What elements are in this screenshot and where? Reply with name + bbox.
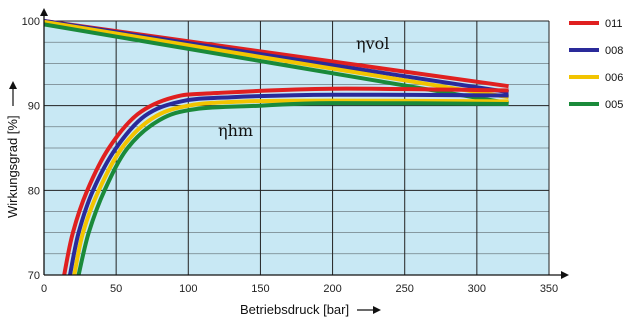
y-axis-arrow [40,8,48,16]
y-tick-label: 100 [22,16,40,28]
series-layer [43,19,509,276]
x-axis-arrow [561,271,569,279]
y-axis-title-arrow [9,81,17,106]
axes [40,8,569,279]
x-tick-label: 100 [179,283,197,295]
legend-label-005: 005 [605,99,623,111]
x-axis-title-arrow [357,306,381,314]
series-006-hm-line [72,98,509,276]
x-tick-label: 200 [323,283,341,295]
legend: 011 008 006 005 [569,18,623,111]
x-tick-label: 150 [251,283,269,295]
y-tick-label: 80 [28,185,40,197]
annotation-eta-hm: ηhm [218,121,253,140]
x-tick-label: 0 [41,283,47,295]
tick-labels: 0 50 100 150 200 250 300 350 70 80 90 100 [22,16,559,295]
x-tick-label: 250 [396,283,414,295]
x-axis-label: Betriebsdruck [bar] [240,302,349,317]
series-005-hm-line [76,101,509,276]
annotation-eta-vol: ηvol [356,34,389,53]
y-tick-label: 90 [28,101,40,113]
x-tick-label: 50 [110,283,122,295]
series-008-hm-line [68,92,509,276]
series-011-hm-line [62,86,509,276]
y-axis-title: Wirkungsgrad [%] [5,81,20,218]
y-tick-label: 70 [28,270,40,282]
x-tick-label: 300 [468,283,486,295]
y-axis-label: Wirkungsgrad [%] [5,115,20,218]
x-axis-title: Betriebsdruck [bar] [240,302,381,317]
legend-label-011: 011 [605,18,623,30]
legend-label-008: 008 [605,45,623,57]
x-tick-label: 350 [540,283,558,295]
legend-label-006: 006 [605,72,623,84]
